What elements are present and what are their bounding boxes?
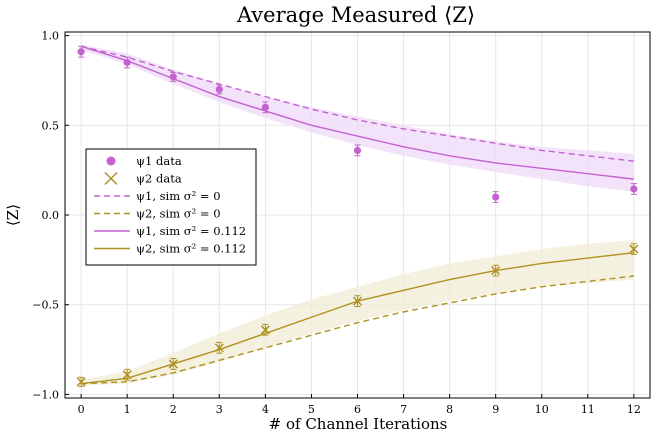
psi2-data-point [122, 370, 132, 380]
psi1-data-point [169, 73, 177, 81]
x-tick-label: 1 [124, 403, 131, 416]
axis-ticks: 0 1 2 3 4 5 6 7 8 9 10 11 12−1.0−0.50.00.51.0 [32, 30, 641, 416]
y-tick-label: 1.0 [42, 30, 60, 43]
psi2-data-legend-swatch [104, 171, 118, 186]
x-tick-label: 10 [535, 403, 549, 416]
psi2-data-legend-label: ψ2 data [136, 172, 182, 186]
y-axis-title: ⟨Z⟩ [4, 204, 22, 226]
psi1-data-point [215, 85, 223, 94]
psi1-data-legend-label: ψ1 data [136, 154, 182, 168]
psi2-sim-sigma2-0-112-legend-label: ψ2, sim σ² = 0.112 [136, 242, 246, 256]
psi1-data-point [630, 185, 638, 193]
x-tick-label: 7 [400, 403, 407, 416]
psi2-sim-sigma2-0-line [81, 275, 634, 385]
x-tick-label: 12 [627, 403, 641, 416]
psi2-data-point [260, 325, 270, 335]
legend: ψ1 data ψ2 data ψ1, sim σ² = 0 ψ2, sim σ² =… [85, 148, 257, 266]
psi1-data-point [353, 146, 362, 155]
psi2-sim-sigma2-0-legend-label: ψ2, sim σ² = 0 [136, 207, 221, 221]
psi1-data-point [123, 58, 131, 67]
legend-box [85, 148, 257, 266]
x-axis-title: # of Channel Iterations [269, 415, 448, 433]
x-tick-label: 5 [308, 403, 315, 416]
psi2-data-point [352, 296, 363, 306]
psi1-sim-sigma2-0-112-band [81, 44, 634, 192]
chart-title: Average Measured ⟨Z⟩ [236, 3, 475, 27]
psi1-sim-sigma2-0-line [80, 45, 634, 162]
psi1-data-point [492, 193, 500, 201]
psi1-data-legend-swatch [106, 156, 116, 166]
psi2-data-point [214, 343, 224, 353]
x-tick-label: 4 [262, 403, 269, 416]
psi2-data-point [491, 266, 501, 276]
x-tick-label: 9 [492, 403, 499, 416]
x-tick-label: 2 [170, 403, 177, 416]
x-tick-label: 8 [446, 403, 453, 416]
y-tick-label: 0.0 [42, 209, 60, 222]
y-tick-label: −0.5 [32, 299, 59, 312]
psi2-data-point [629, 244, 639, 254]
x-tick-label: 0 [78, 403, 85, 416]
x-tick-label: 6 [354, 403, 361, 416]
psi2-data-point [168, 359, 178, 369]
psi1-sim-sigma2-0-112-legend-label: ψ1, sim σ² = 0.112 [136, 224, 246, 238]
psi1-data-point [77, 48, 85, 56]
psi1-data-point [261, 103, 269, 111]
y-tick-label: 0.5 [42, 119, 60, 132]
data-points [76, 45, 639, 387]
y-tick-label: −1.0 [32, 388, 59, 401]
x-tick-label: 3 [216, 403, 223, 416]
psi1-sim-sigma2-0-legend-label: ψ1, sim σ² = 0 [136, 189, 221, 203]
x-tick-label: 11 [581, 403, 595, 416]
psi2-data-point [76, 377, 86, 387]
